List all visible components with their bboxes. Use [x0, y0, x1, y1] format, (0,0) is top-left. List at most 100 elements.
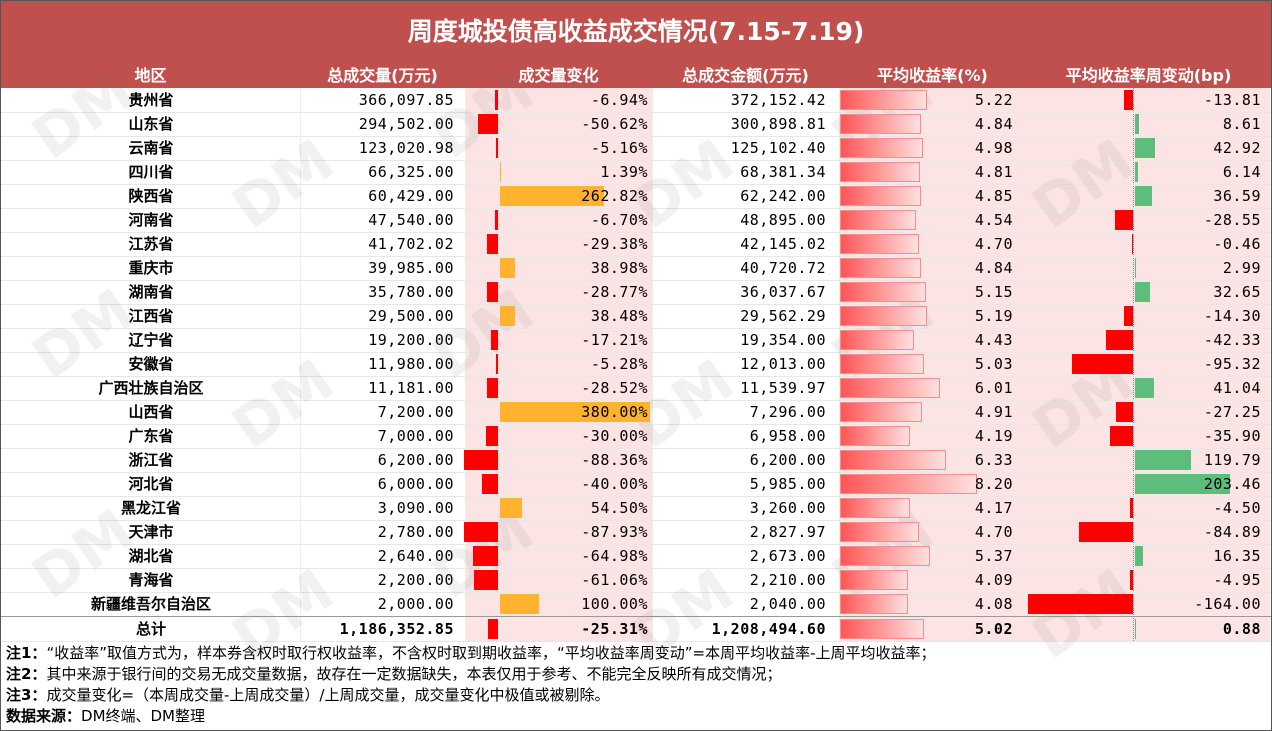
yield-cell: 4.70 [974, 523, 1013, 541]
volume-change-bar [500, 594, 540, 614]
amount-cell: 6,958.00 [749, 427, 826, 445]
yield-change-bar [1124, 90, 1133, 110]
column-header: 平均收益率周变动(bp) [1026, 63, 1271, 88]
yield-change-bar [1129, 570, 1133, 590]
table-row: 新疆维吾尔自治区 2,000.00 100.00% 2,040.00 4.08 -164.… [1, 592, 1271, 617]
yield-bar [840, 378, 941, 398]
volume-cell: 6,000.00 [377, 475, 454, 493]
amount-cell: 48,895.00 [740, 211, 826, 229]
yield-cell: 4.98 [974, 139, 1013, 157]
volume-change-bar [482, 474, 498, 494]
yield-change-cell: 2.99 [1222, 259, 1261, 277]
region-cell: 湖北省 [128, 547, 174, 565]
region-cell: 江西省 [128, 307, 174, 325]
footnote-text: “收益率”取值方式为，样本券含权时取行权收益率，不含权时取到期收益率，“平均收益… [46, 644, 936, 662]
col-divider [465, 88, 466, 641]
volume-change-cell: -6.70% [590, 211, 648, 229]
volume-change-bar [491, 330, 498, 350]
region-cell: 总计 [135, 620, 166, 638]
amount-cell: 2,827.97 [749, 523, 826, 541]
region-cell: 河北省 [128, 475, 174, 493]
volume-change-cell: -28.52% [581, 379, 648, 397]
yield-change-bar [1135, 282, 1151, 302]
yield-change-cell: -4.95 [1213, 571, 1261, 589]
yield-change-bar [1123, 306, 1133, 326]
volume-change-bar [486, 426, 498, 446]
volume-change-cell: -5.28% [590, 355, 648, 373]
table-row: 湖南省 35,780.00 -28.77% 36,037.67 5.15 32.65 [1, 280, 1271, 305]
amount-cell: 42,145.02 [740, 235, 826, 253]
volume-change-cell: -25.31% [581, 620, 648, 638]
yield-change-cell: -14.30 [1203, 307, 1261, 325]
yield-change-cell: -0.46 [1213, 235, 1261, 253]
volume-cell: 66,325.00 [368, 163, 454, 181]
volume-change-cell: -17.21% [581, 331, 648, 349]
yield-cell: 4.84 [974, 115, 1013, 133]
volume-change-bar [495, 90, 498, 110]
volume-change-bar [472, 546, 498, 566]
volume-change-bar [500, 402, 650, 422]
region-cell: 山东省 [128, 115, 174, 133]
volume-change-bar [486, 282, 498, 302]
region-cell: 江苏省 [128, 235, 174, 253]
yield-change-bar [1130, 498, 1133, 518]
region-cell: 浙江省 [128, 451, 174, 469]
yield-change-cell: -4.50 [1213, 499, 1261, 517]
table-row: 山西省 7,200.00 380.00% 7,296.00 4.91 -27.25 [1, 400, 1271, 425]
yield-change-cell: 41.04 [1213, 379, 1261, 397]
table-row: 浙江省 6,200.00 -88.36% 6,200.00 6.33 119.79 [1, 448, 1271, 473]
volume-change-cell: 100.00% [581, 595, 648, 613]
yield-change-bar [1135, 114, 1140, 134]
volume-change-cell: 380.00% [581, 403, 648, 421]
yield-change-bar [1135, 186, 1153, 206]
table-row: 陕西省 60,429.00 262.82% 62,242.00 4.85 36.59 [1, 184, 1271, 209]
table-row: 河北省 6,000.00 -40.00% 5,985.00 8.20 203.46 [1, 472, 1271, 497]
volume-change-cell: 38.98% [590, 259, 648, 277]
table-row: 辽宁省 19,200.00 -17.21% 19,354.00 4.43 -42.33 [1, 328, 1271, 353]
yield-change-bar [1135, 546, 1143, 566]
yield-change-cell: 42.92 [1213, 139, 1261, 157]
volume-change-bar [500, 498, 522, 518]
footnote-label: 数据来源： [6, 707, 82, 725]
yield-bar [840, 426, 910, 446]
yield-change-bar [1115, 402, 1133, 422]
amount-cell: 68,381.34 [740, 163, 826, 181]
amount-cell: 40,720.72 [740, 259, 826, 277]
region-cell: 山西省 [128, 403, 174, 421]
volume-cell: 7,200.00 [377, 403, 454, 421]
yield-bar [840, 474, 977, 494]
volume-cell: 6,200.00 [377, 451, 454, 469]
yield-cell: 8.20 [974, 475, 1013, 493]
yield-change-cell: 0.88 [1222, 620, 1261, 638]
bp-bar-background [1026, 88, 1270, 641]
yield-bar [840, 570, 909, 590]
page-title: 周度城投债高收益成交情况(7.15-7.19) [1, 1, 1271, 63]
yield-cell: 4.43 [974, 331, 1013, 349]
volume-change-cell: -61.06% [581, 571, 648, 589]
amount-cell: 12,013.00 [740, 355, 826, 373]
yield-cell: 5.02 [974, 620, 1013, 638]
column-header: 成交量变化 [465, 63, 652, 88]
yield-cell: 4.17 [974, 499, 1013, 517]
yield-bar [840, 210, 916, 230]
yield-bar [840, 90, 928, 110]
volume-cell: 7,000.00 [377, 427, 454, 445]
volume-change-bar [486, 234, 498, 254]
yield-change-cell: 119.79 [1203, 451, 1261, 469]
yield-bar [840, 619, 924, 639]
footnote-label: 注2： [6, 665, 47, 683]
yield-bar [840, 402, 923, 422]
volume-change-bar [488, 619, 498, 639]
region-cell: 陕西省 [128, 187, 174, 205]
yield-change-cell: 203.46 [1203, 475, 1261, 493]
yield-bar [840, 306, 927, 326]
yield-cell: 4.91 [974, 403, 1013, 421]
region-cell: 四川省 [128, 163, 174, 181]
amount-cell: 300,898.81 [730, 115, 826, 133]
amount-cell: 3,260.00 [749, 499, 826, 517]
column-header: 地区 [1, 63, 300, 88]
region-cell: 天津市 [128, 523, 174, 541]
yield-change-cell: -42.33 [1203, 331, 1261, 349]
yield-change-cell: -13.81 [1203, 91, 1261, 109]
yield-change-bar [1114, 210, 1133, 230]
